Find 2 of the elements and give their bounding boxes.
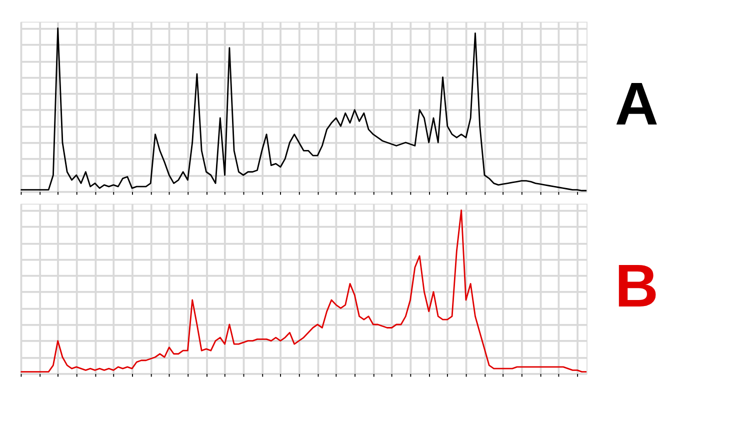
text: A <box>614 70 658 138</box>
text: B <box>614 252 658 320</box>
